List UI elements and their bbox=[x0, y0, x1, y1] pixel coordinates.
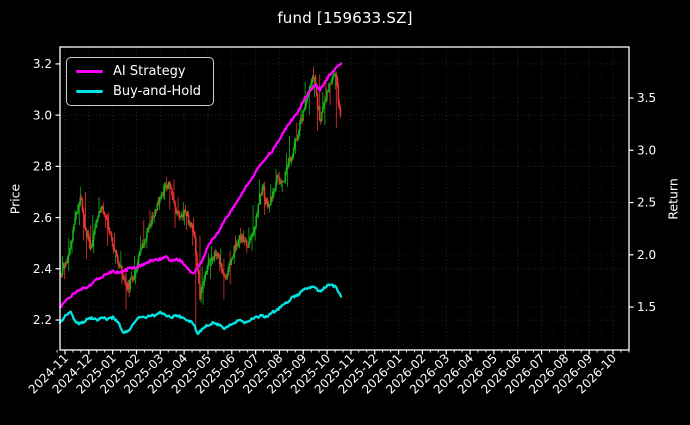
left-axis-label: Price bbox=[7, 183, 23, 215]
price-tick-label: 2.6 bbox=[33, 211, 52, 225]
legend-item-ai-strategy: AI Strategy bbox=[76, 65, 201, 78]
return-tick-label: 3.0 bbox=[637, 143, 656, 157]
candle-bodies-down bbox=[60, 74, 342, 300]
price-tick-label: 3.0 bbox=[33, 108, 52, 122]
right-axis-label: Return bbox=[665, 178, 681, 220]
price-tick-label: 2.2 bbox=[33, 313, 52, 327]
buy-and-hold-line bbox=[58, 283, 343, 336]
legend-item-buy-and-hold: Buy-and-Hold bbox=[76, 85, 201, 98]
tick-labels: 3.23.02.82.62.42.23.53.02.52.01.52024-11… bbox=[26, 57, 656, 396]
return-tick-label: 2.0 bbox=[637, 248, 656, 262]
chart-title: fund [159633.SZ] bbox=[277, 9, 413, 27]
legend-label-ai-strategy: AI Strategy bbox=[113, 64, 186, 79]
candles bbox=[59, 66, 342, 331]
price-tick-label: 2.4 bbox=[33, 262, 52, 276]
return-tick-label: 3.5 bbox=[637, 91, 656, 105]
legend: AI Strategy Buy-and-Hold bbox=[66, 57, 215, 106]
price-tick-label: 2.8 bbox=[33, 160, 52, 174]
ai-strategy-line bbox=[58, 62, 343, 309]
legend-label-buy-and-hold: Buy-and-Hold bbox=[113, 84, 202, 99]
return-tick-label: 2.5 bbox=[637, 196, 656, 210]
price-tick-label: 3.2 bbox=[33, 57, 52, 71]
buy-and-hold-line-swatch bbox=[76, 90, 103, 93]
plot-spines bbox=[59, 46, 630, 351]
return-tick-label: 1.5 bbox=[637, 300, 656, 314]
axis-ticks bbox=[55, 63, 634, 355]
ai-strategy-line-swatch bbox=[76, 70, 103, 73]
